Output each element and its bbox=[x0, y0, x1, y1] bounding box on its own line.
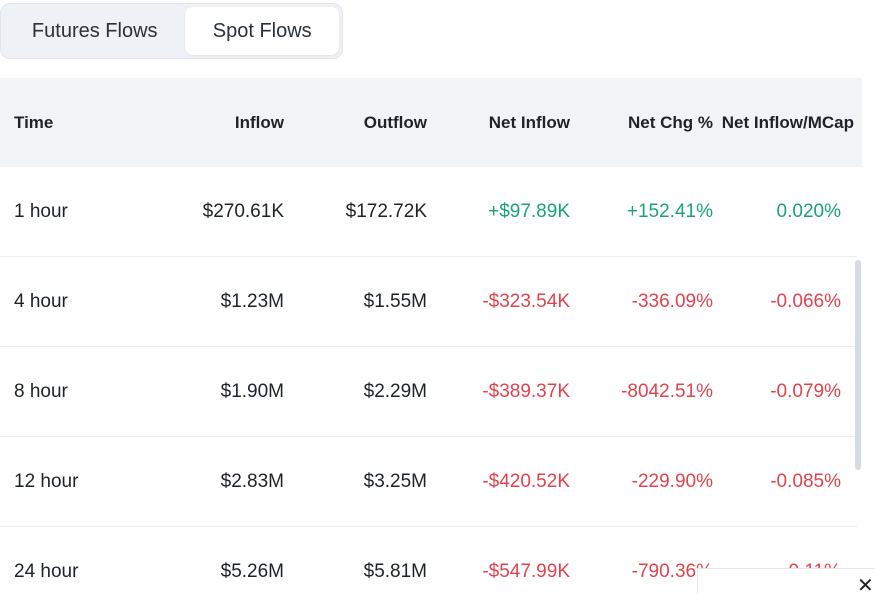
cell-net-inflow: -$420.52K bbox=[482, 470, 570, 492]
cell-net-mcap: -0.079% bbox=[770, 380, 841, 402]
cell-net-chg: -8042.51% bbox=[621, 380, 713, 402]
header-inflow: Inflow bbox=[234, 112, 284, 132]
cell-net-inflow: -$323.54K bbox=[482, 290, 570, 312]
table-row: 8 hour $1.90M $2.29M -$389.37K -8042.51%… bbox=[0, 347, 857, 437]
table-row: 4 hour $1.23M $1.55M -$323.54K -336.09% … bbox=[0, 257, 857, 347]
flow-type-tabs: Futures Flows Spot Flows bbox=[0, 3, 343, 59]
tab-futures-flows[interactable]: Futures Flows bbox=[31, 19, 158, 42]
cell-net-inflow: -$547.99K bbox=[482, 561, 570, 582]
header-outflow: Outflow bbox=[363, 112, 427, 132]
cell-time: 4 hour bbox=[14, 290, 68, 312]
header-net-inflow: Net Inflow bbox=[488, 112, 570, 132]
close-panel bbox=[697, 568, 875, 594]
table-row: 1 hour $270.61K $172.72K +$97.89K +152.4… bbox=[0, 167, 857, 257]
cell-outflow: $1.55M bbox=[363, 290, 427, 312]
cell-net-chg: -790.36% bbox=[631, 561, 713, 582]
cell-outflow: $172.72K bbox=[345, 200, 427, 222]
cell-net-chg: -229.90% bbox=[631, 470, 713, 492]
cell-net-chg: -336.09% bbox=[631, 290, 713, 312]
vertical-scrollbar[interactable] bbox=[855, 260, 861, 470]
cell-inflow: $2.83M bbox=[220, 470, 284, 492]
cell-net-chg: +152.41% bbox=[626, 200, 713, 222]
cell-inflow: $270.61K bbox=[202, 200, 284, 222]
header-time: Time bbox=[14, 112, 54, 132]
header-net-chg: Net Chg % bbox=[628, 112, 713, 132]
table-row: 12 hour $2.83M $3.25M -$420.52K -229.90%… bbox=[0, 437, 857, 527]
cell-time: 1 hour bbox=[14, 200, 68, 222]
cell-time: 12 hour bbox=[14, 470, 79, 492]
cell-outflow: $2.29M bbox=[363, 380, 427, 402]
header-net-mcap: Net Inflow/MCap bbox=[721, 112, 854, 132]
flows-table: Time Inflow Outflow Net Inflow Net Chg %… bbox=[0, 78, 862, 594]
cell-time: 8 hour bbox=[14, 380, 68, 402]
cell-outflow: $3.25M bbox=[363, 470, 427, 492]
cell-net-inflow: +$97.89K bbox=[488, 200, 570, 222]
cell-net-mcap: -0.085% bbox=[770, 470, 841, 492]
cell-net-mcap: -0.066% bbox=[770, 290, 841, 312]
cell-inflow: $1.90M bbox=[220, 380, 284, 402]
close-icon[interactable]: ✕ bbox=[857, 573, 874, 594]
cell-inflow: $1.23M bbox=[220, 290, 284, 312]
cell-time: 24 hour bbox=[14, 561, 79, 582]
table-header: Time Inflow Outflow Net Inflow Net Chg %… bbox=[0, 78, 862, 167]
cell-net-inflow: -$389.37K bbox=[482, 380, 570, 402]
cell-outflow: $5.81M bbox=[363, 561, 427, 582]
cell-inflow: $5.26M bbox=[220, 561, 284, 582]
cell-net-mcap: 0.020% bbox=[776, 200, 841, 222]
tab-spot-flows[interactable]: Spot Flows bbox=[185, 7, 339, 55]
